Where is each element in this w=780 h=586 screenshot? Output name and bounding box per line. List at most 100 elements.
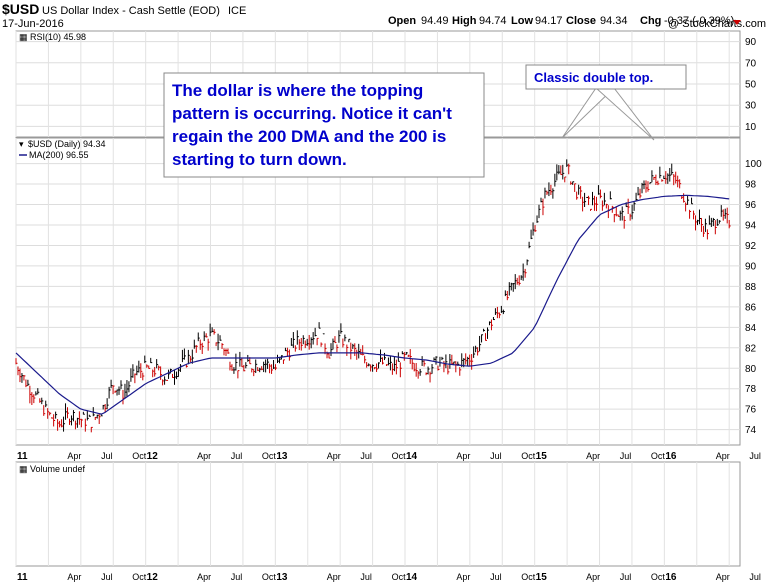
x-tick-label: Oct [132, 451, 147, 461]
price-tick-label: 80 [745, 364, 757, 375]
price-tick-label: 100 [745, 159, 762, 170]
rsi-tick-label: 90 [745, 37, 757, 48]
watermark: @ StockCharts.com [668, 18, 766, 30]
price-tick-label: 94 [745, 220, 757, 231]
x-tick-label: Oct [262, 451, 277, 461]
x-tick-label: Oct [521, 451, 536, 461]
price-tick-label: 88 [745, 282, 757, 293]
x-tick-label: Jul [101, 572, 113, 582]
low-label: Low [511, 15, 533, 27]
volume-label: Volume undef [30, 464, 86, 474]
chg-value: -0.37 (-0.39%) [664, 15, 734, 27]
callout-box [525, 64, 687, 90]
price-bars [15, 159, 731, 433]
x-tick-label: 15 [536, 572, 548, 583]
rsi-tick-label: 70 [745, 58, 757, 69]
x-tick-label: Jul [360, 572, 372, 582]
ohlc-readout: Open 94.49 High 94.74 Low 94.17 Close 94… [388, 15, 741, 27]
x-tick-label: Apr [716, 572, 730, 582]
x-tick-label: Jul [749, 451, 761, 461]
price-tick-label: 74 [745, 425, 757, 436]
x-tick-label: Oct [262, 572, 277, 582]
exchange: ICE [228, 5, 246, 17]
x-tick-label: Jul [101, 451, 113, 461]
open-value: 94.49 [421, 15, 449, 27]
x-tick-label: Jul [490, 451, 502, 461]
x-tick-label: Jul [620, 451, 632, 461]
price-tick-label: 84 [745, 323, 757, 334]
x-tick-label: 11 [17, 572, 28, 583]
x-tick-label: Jul [490, 572, 502, 582]
annotation-main: The dollar is where the topping pattern i… [163, 72, 485, 178]
x-tick-label: Oct [651, 451, 666, 461]
rsi-tick-label: 50 [745, 80, 757, 91]
volume-icon: ▦ [19, 464, 28, 474]
annotation-line: pattern is occurring. Notice it can't [172, 104, 452, 123]
ma-series-label: MA(200) 96.55 [29, 150, 89, 160]
x-tick-label: Oct [132, 572, 147, 582]
symbol: $USD [2, 1, 39, 17]
annotation-line: regain the 200 DMA and the 200 is [172, 127, 446, 146]
x-tick-label: Oct [521, 572, 536, 582]
rsi-tick-label: 30 [745, 101, 757, 112]
x-tick-label: Apr [197, 572, 211, 582]
x-tick-label: Apr [456, 451, 470, 461]
price-tick-label: 78 [745, 384, 757, 395]
open-label: Open [388, 15, 416, 27]
rsi-axis: 90 70 50 30 10 [745, 37, 757, 133]
price-tick-label: 96 [745, 200, 757, 211]
x-tick-label: Apr [197, 451, 211, 461]
rsi-icon: ▦ [19, 32, 28, 42]
x-tick-label: Apr [67, 451, 81, 461]
down-arrow-icon [733, 20, 741, 25]
x-tick-label: Oct [392, 451, 407, 461]
annotation-box [163, 72, 485, 178]
x-tick-label: Jul [231, 451, 243, 461]
x-tick-label: 13 [276, 572, 288, 583]
rsi-tick-label: 10 [745, 122, 757, 133]
x-tick-label: Apr [327, 451, 341, 461]
price-axis: 100 98 96 94 92 90 88 86 84 82 80 78 76 74 [745, 159, 762, 436]
x-tick-label: 11 [17, 451, 28, 462]
x-tick-label: 12 [147, 572, 159, 583]
x-tick-label: 14 [406, 572, 418, 583]
price-tick-label: 90 [745, 261, 757, 272]
chart-date: 17-Jun-2016 [2, 18, 64, 30]
x-tick-label: Apr [586, 451, 600, 461]
high-label: High [452, 15, 477, 27]
ma200-line [15, 194, 730, 415]
description: US Dollar Index - Cash Settle (EOD) [42, 5, 220, 17]
price-series-icon: ▾ [19, 139, 24, 149]
x-tick-label: Apr [327, 572, 341, 582]
annotation-line: The dollar is where the topping [172, 81, 423, 100]
x-tick-label: Jul [620, 572, 632, 582]
high-value: 94.74 [479, 15, 507, 27]
close-label: Close [566, 15, 596, 27]
volume-grid [15, 462, 730, 566]
x-tick-label: Jul [360, 451, 372, 461]
x-tick-label: Apr [716, 451, 730, 461]
x-tick-label: Apr [586, 572, 600, 582]
x-tick-label: Apr [67, 572, 81, 582]
chg-label: Chg [640, 15, 661, 27]
price-tick-label: 86 [745, 302, 757, 313]
annotation-line: starting to turn down. [172, 150, 347, 169]
volume-panel-frame [15, 461, 741, 567]
price-tick-label: 98 [745, 180, 757, 191]
x-axis-volume: 11 Apr Jul Oct 12 Apr Jul Oct 13 Apr Jul Oct 14 Apr Ju… [17, 572, 761, 583]
x-tick-label: 16 [665, 451, 677, 462]
x-tick-label: 13 [276, 451, 288, 462]
x-tick-label: 12 [147, 451, 159, 462]
volume-panel: ▦ Volume undef [15, 461, 741, 567]
x-tick-label: Oct [651, 572, 666, 582]
price-series-label: $USD (Daily) 94.34 [28, 139, 106, 149]
price-panel: 100 98 96 94 92 90 88 86 84 82 80 78 76 74 ▾ $USD (Da… [15, 137, 762, 446]
annotation-text: The dollar is where the topping pattern i… [172, 81, 452, 169]
low-value: 94.17 [535, 15, 563, 27]
annotation-callout: Classic double top. [525, 64, 687, 141]
x-tick-label: Oct [392, 572, 407, 582]
x-tick-label: Jul [749, 572, 761, 582]
x-tick-label: 16 [665, 572, 677, 583]
price-tick-label: 76 [745, 405, 757, 416]
